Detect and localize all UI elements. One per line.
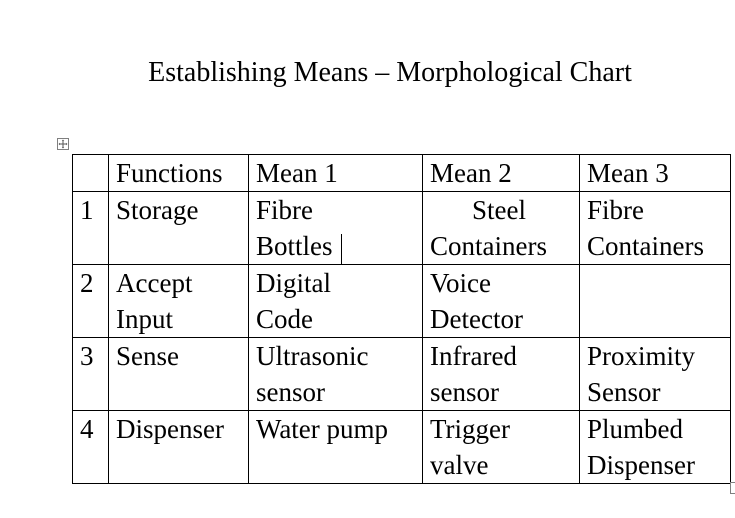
cell-text: Infrared xyxy=(430,341,517,371)
mean-2-cell[interactable]: Voice Detector xyxy=(422,264,580,338)
mean-2-cell[interactable]: Trigger valve xyxy=(422,410,580,484)
cell-text: Detector xyxy=(430,304,523,334)
function-cell[interactable]: Dispenser xyxy=(108,410,249,484)
table-resize-handle[interactable] xyxy=(730,482,735,494)
cell-text: Steel xyxy=(472,195,526,225)
cell-text: Voice xyxy=(430,268,491,298)
cell-text: Ultrasonic xyxy=(256,341,369,371)
row-number-cell[interactable]: 1 xyxy=(72,191,109,265)
function-cell[interactable]: Storage xyxy=(108,191,249,265)
cell-text: Containers xyxy=(587,231,704,261)
cell-text: Trigger xyxy=(430,414,511,444)
cell-text-with-cursor: Bottles xyxy=(256,228,422,264)
mean-3-cell[interactable]: Plumbed Dispenser xyxy=(579,410,731,484)
mean-2-cell[interactable]: Infrared sensor xyxy=(422,337,580,411)
cell-text: Fibre xyxy=(256,195,313,225)
header-cell-mean-1[interactable]: Mean 1 xyxy=(248,154,423,192)
morphological-chart-table[interactable]: Functions Mean 1 Mean 2 Mean 3 1 Storage… xyxy=(72,154,731,484)
mean-3-cell[interactable] xyxy=(579,264,731,338)
header-cell-number[interactable] xyxy=(72,154,109,192)
cell-text: Code xyxy=(256,304,313,334)
cell-text: Sense xyxy=(116,341,179,371)
cell-text: Dispenser xyxy=(587,450,695,480)
cell-text: Storage xyxy=(116,195,199,225)
cell-text: Containers xyxy=(430,231,547,261)
mean-1-cell[interactable]: Fibre Bottles xyxy=(248,191,423,265)
header-cell-mean-2[interactable]: Mean 2 xyxy=(422,154,580,192)
header-cell-mean-3[interactable]: Mean 3 xyxy=(579,154,731,192)
header-cell-functions[interactable]: Functions xyxy=(108,154,249,192)
cell-text: Digital xyxy=(256,268,331,298)
cell-text: valve xyxy=(430,450,489,480)
cell-text: Input xyxy=(116,304,173,334)
cell-text: Sensor xyxy=(587,377,661,407)
table-row: 3 Sense Ultrasonic sensor Infrared senso… xyxy=(72,337,731,411)
function-cell[interactable]: Accept Input xyxy=(108,264,249,338)
mean-1-cell[interactable]: Ultrasonic sensor xyxy=(248,337,423,411)
table-row: 4 Dispenser Water pump Trigger valve Plu… xyxy=(72,410,731,484)
mean-3-cell[interactable]: Proximity Sensor xyxy=(579,337,731,411)
mean-2-cell[interactable]: Steel Containers xyxy=(422,191,580,265)
table-row: 1 Storage Fibre Bottles Steel Containers… xyxy=(72,191,731,265)
cell-text: sensor xyxy=(256,377,325,407)
row-number-cell[interactable]: 2 xyxy=(72,264,109,338)
cell-text: Proximity xyxy=(587,341,696,371)
row-number-cell[interactable]: 4 xyxy=(72,410,109,484)
mean-1-cell[interactable]: Water pump xyxy=(248,410,423,484)
function-cell[interactable]: Sense xyxy=(108,337,249,411)
document-title: Establishing Means – Morphological Chart xyxy=(148,57,632,88)
table-row: 2 Accept Input Digital Code Voice Detect… xyxy=(72,264,731,338)
cell-text: sensor xyxy=(430,377,499,407)
table-move-handle-icon[interactable] xyxy=(57,138,69,150)
table-header-row: Functions Mean 1 Mean 2 Mean 3 xyxy=(72,154,731,192)
cell-text: Accept xyxy=(116,268,193,298)
cell-text: Bottles xyxy=(256,231,333,261)
cell-text: Dispenser xyxy=(116,414,224,444)
row-number-cell[interactable]: 3 xyxy=(72,337,109,411)
cell-text: Plumbed xyxy=(587,414,684,444)
cell-text: Water pump xyxy=(256,414,389,444)
text-cursor xyxy=(340,233,342,264)
mean-3-cell[interactable]: Fibre Containers xyxy=(579,191,731,265)
mean-1-cell[interactable]: Digital Code xyxy=(248,264,423,338)
cell-text: Fibre xyxy=(587,195,644,225)
